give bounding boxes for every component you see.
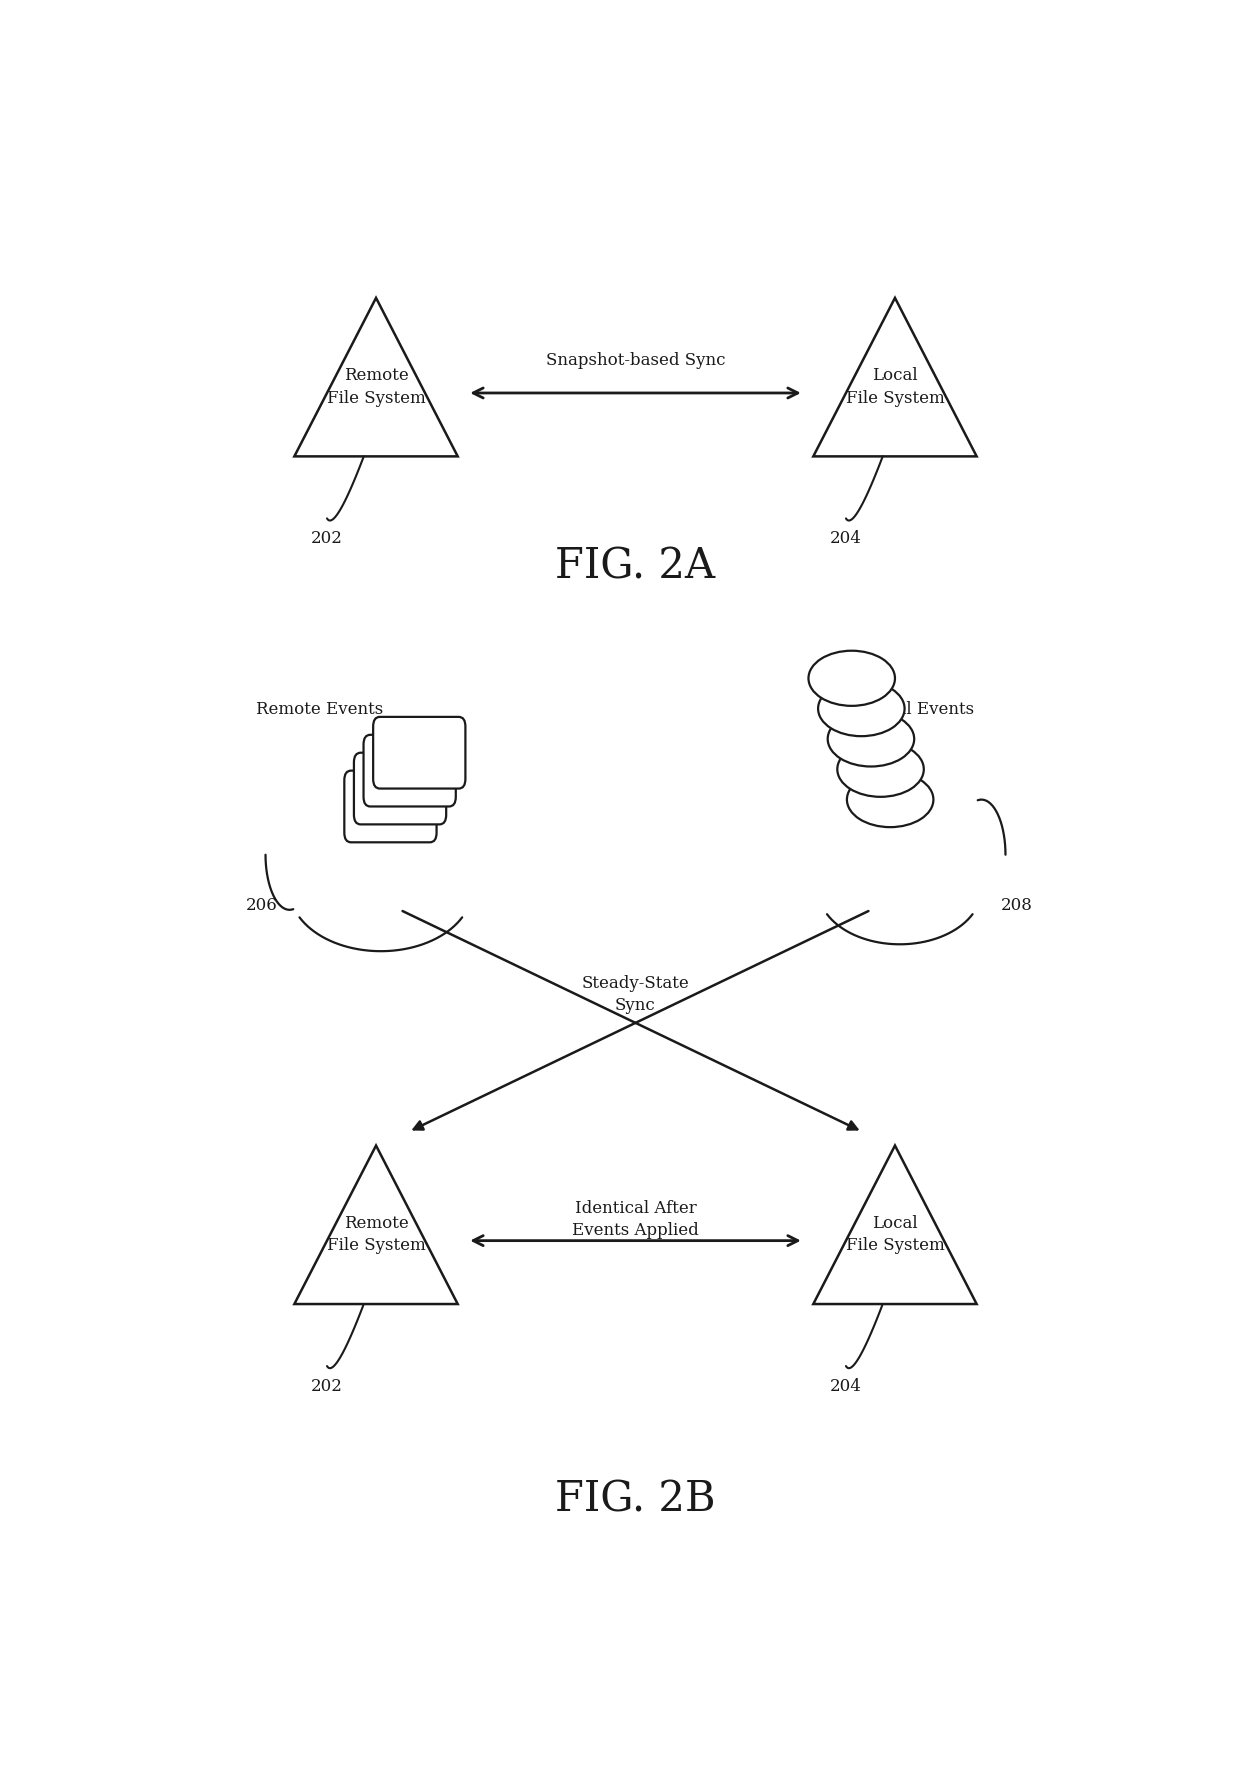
Text: 208: 208 bbox=[1001, 896, 1033, 914]
Ellipse shape bbox=[847, 773, 934, 828]
Text: Snapshot-based Sync: Snapshot-based Sync bbox=[546, 352, 725, 369]
Text: FIG. 2A: FIG. 2A bbox=[556, 546, 715, 587]
Text: FIG. 2B: FIG. 2B bbox=[556, 1478, 715, 1519]
Text: 206: 206 bbox=[247, 896, 278, 914]
Ellipse shape bbox=[828, 712, 914, 767]
Text: Remote Events: Remote Events bbox=[255, 701, 383, 717]
Text: Remote
File System: Remote File System bbox=[326, 367, 425, 406]
Text: Local Events: Local Events bbox=[866, 701, 975, 717]
FancyBboxPatch shape bbox=[363, 735, 456, 807]
Text: Remote
File System: Remote File System bbox=[326, 1215, 425, 1254]
Ellipse shape bbox=[837, 742, 924, 798]
Text: Steady-State
Sync: Steady-State Sync bbox=[582, 973, 689, 1013]
Text: 204: 204 bbox=[830, 530, 862, 547]
FancyBboxPatch shape bbox=[345, 771, 436, 843]
Text: 204: 204 bbox=[830, 1378, 862, 1394]
Text: Local
File System: Local File System bbox=[846, 367, 945, 406]
Text: 202: 202 bbox=[311, 530, 343, 547]
Text: Identical After
Events Applied: Identical After Events Applied bbox=[572, 1199, 699, 1238]
Text: Local
File System: Local File System bbox=[846, 1215, 945, 1254]
Ellipse shape bbox=[808, 651, 895, 707]
Ellipse shape bbox=[818, 682, 905, 737]
FancyBboxPatch shape bbox=[373, 717, 465, 789]
FancyBboxPatch shape bbox=[353, 753, 446, 825]
Text: 202: 202 bbox=[311, 1378, 343, 1394]
